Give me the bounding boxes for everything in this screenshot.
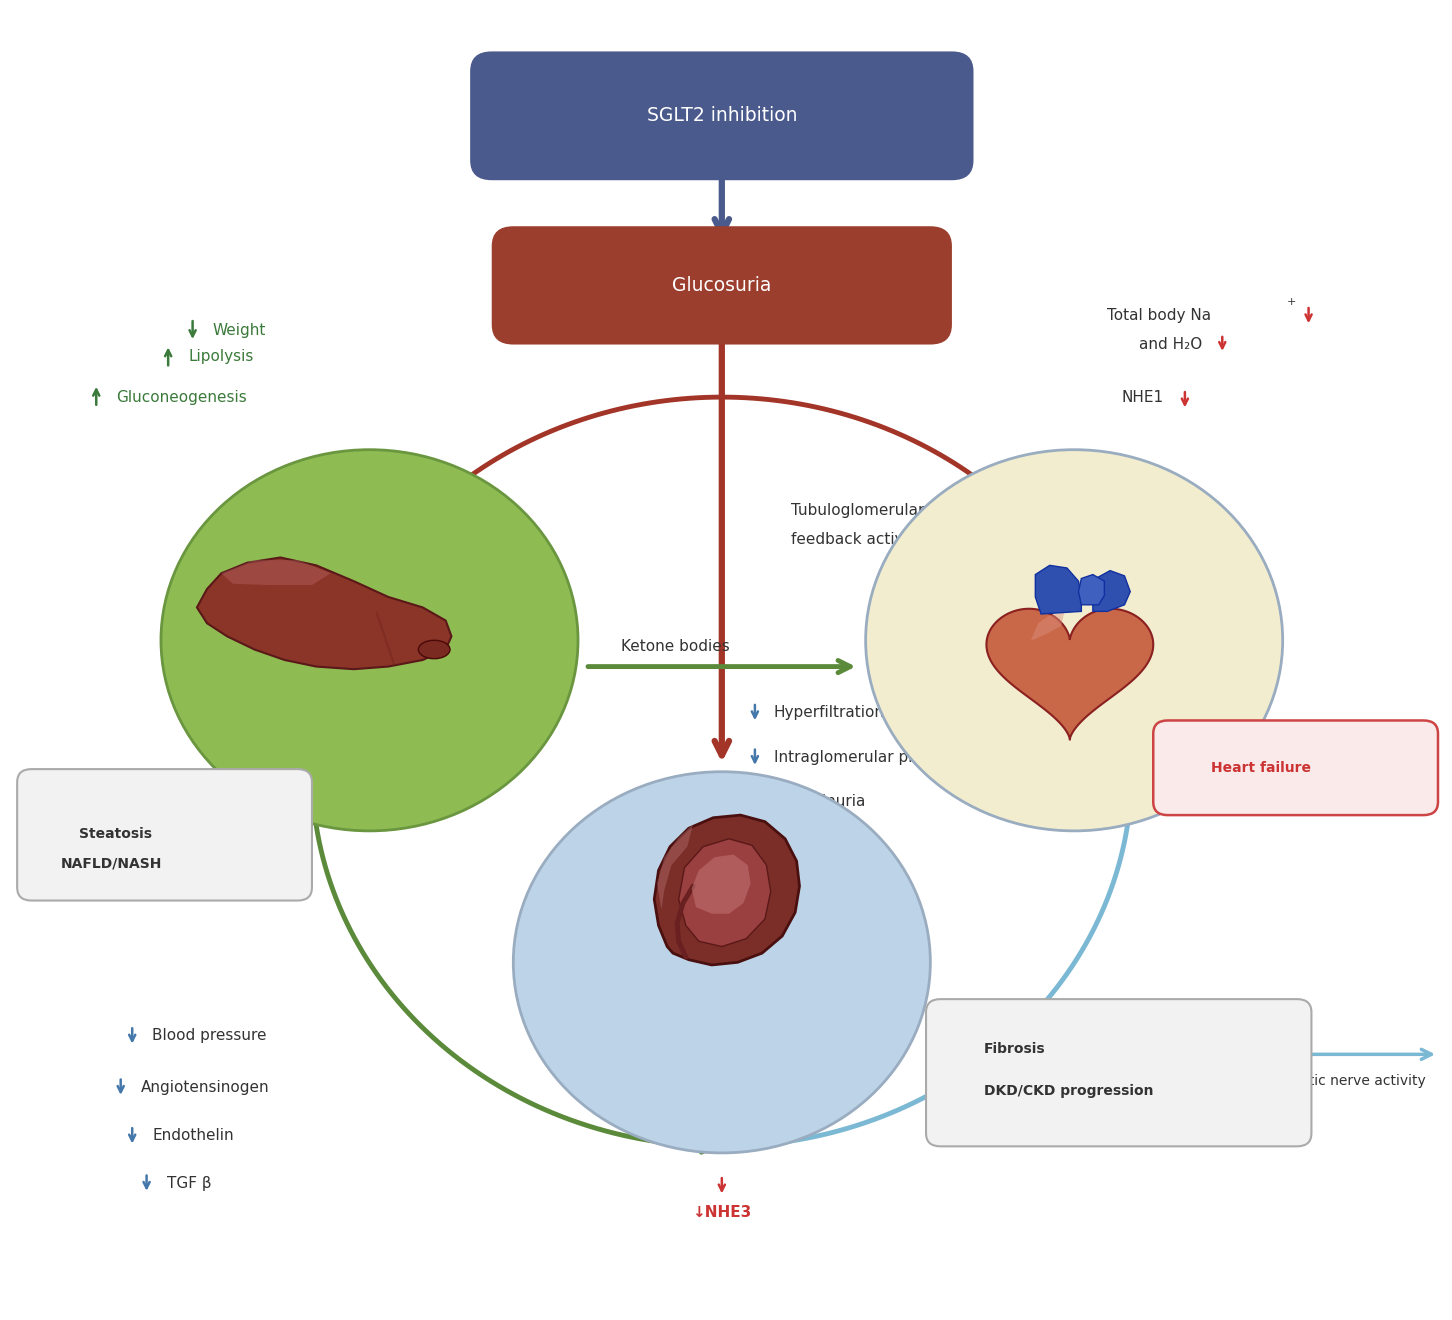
Circle shape: [161, 450, 578, 830]
Text: NHE1: NHE1: [1121, 389, 1163, 405]
Text: Hyperfiltration: Hyperfiltration: [774, 705, 884, 721]
Text: Sympathetic nerve activity: Sympathetic nerve activity: [1237, 1073, 1426, 1088]
Ellipse shape: [418, 640, 450, 659]
Text: Angiotensinogen: Angiotensinogen: [141, 1080, 270, 1094]
Text: Weight: Weight: [213, 322, 266, 338]
Polygon shape: [691, 854, 751, 913]
Circle shape: [514, 772, 931, 1152]
Text: NAFLD/NASH: NAFLD/NASH: [61, 857, 161, 871]
FancyBboxPatch shape: [17, 770, 312, 900]
Polygon shape: [655, 816, 800, 965]
Polygon shape: [678, 838, 771, 946]
Polygon shape: [221, 560, 331, 585]
Circle shape: [865, 450, 1282, 830]
Text: Endothelin: Endothelin: [152, 1129, 234, 1143]
FancyBboxPatch shape: [492, 226, 953, 345]
Polygon shape: [986, 609, 1153, 739]
Polygon shape: [197, 557, 452, 669]
Text: Fibrosis: Fibrosis: [983, 1041, 1045, 1056]
Text: Blood pressure: Blood pressure: [152, 1028, 267, 1043]
Polygon shape: [1079, 574, 1105, 605]
Text: SGLT2 inhibition: SGLT2 inhibition: [646, 107, 797, 125]
Text: Albuminuria: Albuminuria: [774, 795, 865, 809]
Text: Total body Na: Total body Na: [1108, 308, 1211, 323]
Text: TGF β: TGF β: [167, 1176, 212, 1191]
Text: Tubuloglomerular: Tubuloglomerular: [791, 503, 925, 517]
Text: ↓NHE3: ↓NHE3: [693, 1205, 752, 1220]
Text: DKD/CKD progression: DKD/CKD progression: [983, 1084, 1153, 1098]
Text: Gluconeogenesis: Gluconeogenesis: [116, 389, 247, 405]
Text: Intraglomerular pressure: Intraglomerular pressure: [774, 750, 964, 764]
Text: Heart failure: Heart failure: [1211, 760, 1311, 775]
Text: Steatosis: Steatosis: [78, 826, 152, 841]
Polygon shape: [1035, 565, 1082, 614]
Text: feedback activation: feedback activation: [791, 532, 942, 546]
FancyBboxPatch shape: [470, 51, 973, 181]
FancyBboxPatch shape: [1153, 721, 1437, 816]
Polygon shape: [1093, 570, 1130, 611]
Polygon shape: [658, 824, 693, 909]
Text: and H₂O: and H₂O: [1138, 337, 1202, 352]
Text: Ketone bodies: Ketone bodies: [621, 639, 730, 655]
Text: Glucosuria: Glucosuria: [672, 276, 771, 294]
Text: Lipolysis: Lipolysis: [189, 348, 254, 364]
FancyBboxPatch shape: [926, 999, 1311, 1146]
Polygon shape: [1031, 612, 1064, 640]
Text: +: +: [1286, 297, 1297, 308]
